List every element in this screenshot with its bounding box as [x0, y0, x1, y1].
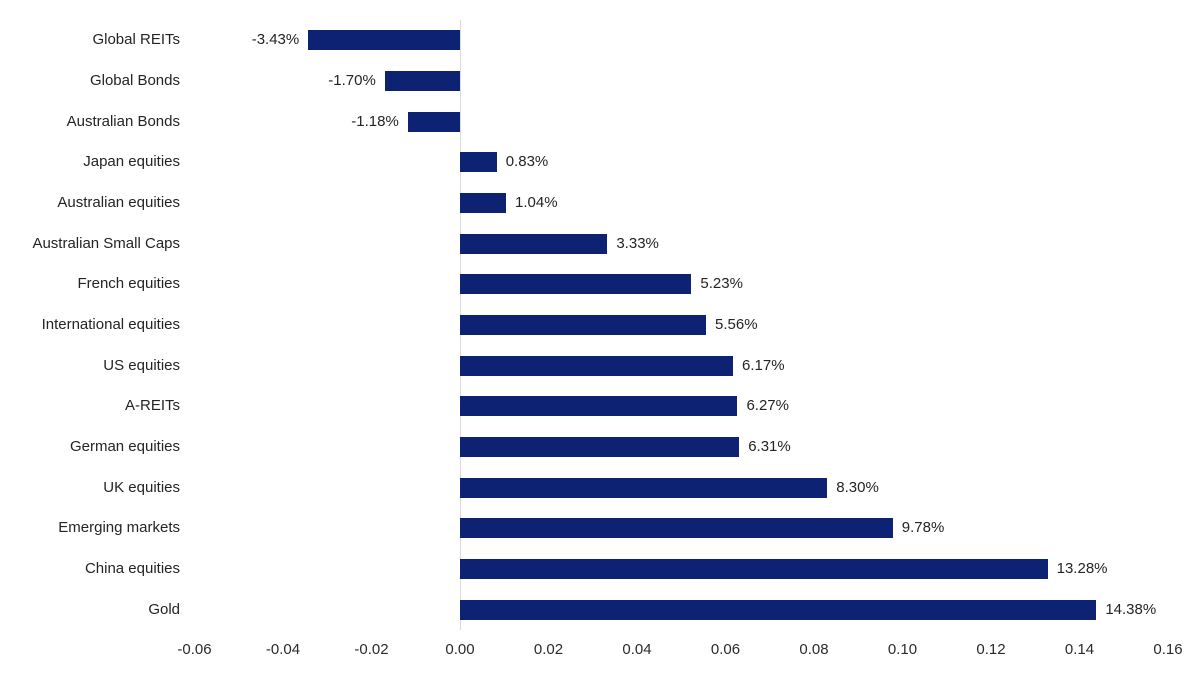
- category-label: Australian Small Caps: [32, 234, 180, 252]
- category-label: Global REITs: [92, 31, 180, 49]
- data-label: 5.23%: [700, 275, 743, 293]
- data-label: 14.38%: [1105, 600, 1157, 618]
- category-label: Australian equities: [57, 194, 180, 211]
- x-tick-label: 0.16: [1153, 641, 1183, 658]
- category-label: Global Bonds: [89, 72, 180, 89]
- category-label: Gold: [148, 600, 180, 618]
- data-label: 1.04%: [515, 194, 558, 211]
- x-tick-label: -0.04: [265, 641, 301, 658]
- bar[interactable]: [460, 152, 497, 173]
- category-label: US equities: [103, 356, 180, 374]
- bar[interactable]: [460, 599, 1097, 620]
- category-label: French equities: [77, 275, 180, 293]
- bar[interactable]: [308, 30, 460, 51]
- bar[interactable]: [460, 396, 738, 417]
- x-tick-label: 0.12: [976, 641, 1006, 658]
- category-label: German equities: [69, 438, 180, 455]
- x-tick-label: 0.14: [1064, 641, 1095, 658]
- bar[interactable]: [460, 355, 734, 376]
- data-label: 3.33%: [616, 234, 659, 252]
- data-label: -1.18%: [351, 112, 399, 130]
- x-tick-label: 0.04: [622, 641, 652, 658]
- data-label: -1.70%: [328, 72, 376, 89]
- data-label: 0.83%: [505, 153, 549, 171]
- bar[interactable]: [460, 437, 740, 457]
- category-label: International equities: [41, 316, 180, 333]
- x-tick-label: 0.06: [710, 641, 741, 658]
- category-label: Japan equities: [83, 153, 180, 171]
- bar[interactable]: [460, 274, 692, 295]
- data-label: 6.31%: [748, 438, 791, 455]
- x-tick-label: 0.00: [445, 641, 475, 658]
- bar[interactable]: [460, 477, 828, 498]
- bar[interactable]: [460, 559, 1048, 579]
- bar[interactable]: [460, 233, 608, 254]
- bar[interactable]: [460, 193, 507, 213]
- data-label: 13.28%: [1056, 560, 1108, 577]
- category-label: China equities: [84, 560, 180, 577]
- bar[interactable]: [460, 518, 893, 539]
- data-label: 9.78%: [901, 519, 945, 537]
- x-tick-label: 0.02: [533, 641, 564, 658]
- category-label: A-REITs: [124, 397, 180, 415]
- category-label: Emerging markets: [58, 519, 180, 537]
- bar[interactable]: [407, 111, 460, 132]
- category-label: Australian Bonds: [66, 112, 180, 130]
- x-tick-label: -0.02: [354, 641, 389, 658]
- category-label: UK equities: [103, 478, 180, 496]
- x-tick-label: 0.08: [799, 641, 829, 658]
- x-tick-label: 0.10: [887, 641, 918, 658]
- data-label: 5.56%: [715, 316, 758, 333]
- x-tick-label: -0.06: [177, 641, 212, 658]
- data-label: 6.27%: [746, 397, 789, 415]
- bar[interactable]: [384, 71, 460, 91]
- data-label: 8.30%: [836, 478, 879, 496]
- bar[interactable]: [460, 315, 707, 335]
- data-label: 6.17%: [742, 356, 785, 374]
- data-label: -3.43%: [251, 31, 300, 49]
